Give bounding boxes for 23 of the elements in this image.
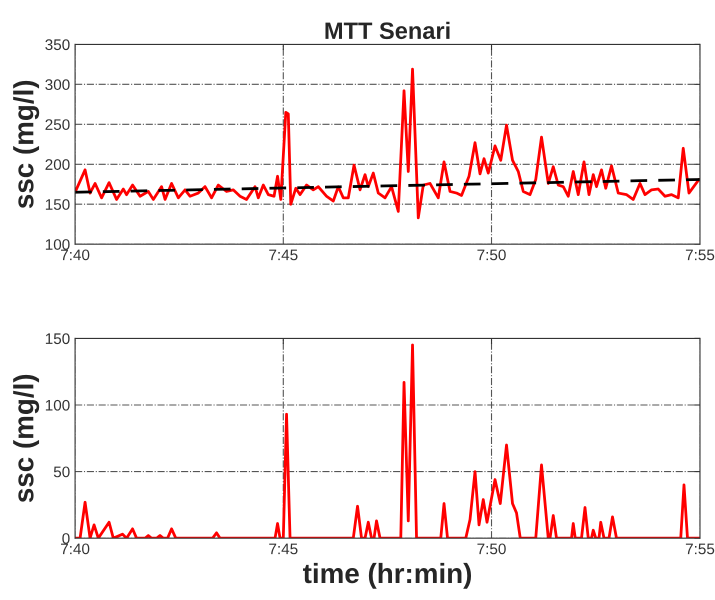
y-tick-label: 100 <box>46 239 70 250</box>
chart-title: MTT Senari <box>325 22 450 40</box>
x-tick-label: 7:40 <box>60 249 90 260</box>
y-tick-label: 50 <box>54 466 70 478</box>
x-tick-label: 7:50 <box>477 543 506 554</box>
y-tick-label: 100 <box>46 400 70 411</box>
x-tick-label: 7:55 <box>686 544 714 554</box>
y-tick-label: 200 <box>45 159 70 170</box>
x-tick-label: 7:45 <box>269 544 298 554</box>
x-tick-label: 7:45 <box>269 250 298 260</box>
y-tick-label: 150 <box>46 199 70 210</box>
y-axis-title: ssc (mg/l) <box>13 374 40 502</box>
y-tick-label: 250 <box>45 119 70 130</box>
x-tick-label: 7:40 <box>60 543 90 554</box>
y-tick-label: 300 <box>45 79 70 90</box>
y-tick-label: 0 <box>62 533 70 544</box>
line-series <box>75 68 700 220</box>
x-tick-label: 7:50 <box>477 249 506 260</box>
x-axis-title: time (hr:min) <box>303 562 472 589</box>
y-axis-title: ssc (mg/l) <box>13 80 40 208</box>
x-tick-label: 7:55 <box>686 250 714 260</box>
y-tick-label: 350 <box>45 39 70 50</box>
y-tick-label: 150 <box>46 333 70 344</box>
